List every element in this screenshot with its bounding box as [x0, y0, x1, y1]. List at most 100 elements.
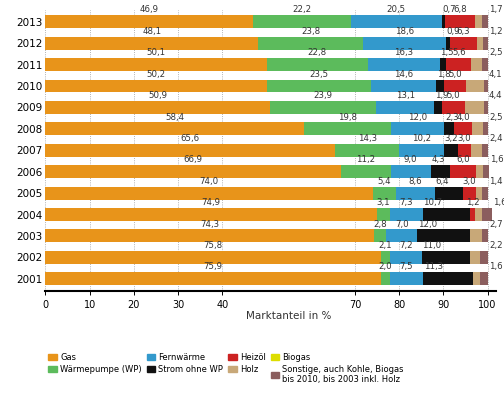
Bar — [450, 37, 477, 50]
Text: 2,5: 2,5 — [489, 48, 503, 57]
Bar — [45, 123, 303, 135]
Bar — [397, 187, 434, 199]
Text: 9,0: 9,0 — [404, 155, 417, 164]
Text: 50,9: 50,9 — [148, 91, 167, 100]
Text: 2,5: 2,5 — [489, 113, 502, 121]
Bar — [471, 144, 482, 157]
Legend: Gas, Wärmepumpe (WP), Fernwärme, Strom ohne WP, Heizöl, Holz, Biogas, Sonstige, : Gas, Wärmepumpe (WP), Fernwärme, Strom o… — [45, 350, 407, 387]
Bar — [303, 123, 391, 135]
Text: 1,6: 1,6 — [493, 198, 504, 207]
Bar — [390, 208, 422, 221]
Text: 7,0: 7,0 — [395, 220, 409, 228]
Bar — [45, 208, 376, 221]
Text: 20,5: 20,5 — [387, 6, 406, 14]
Text: 48,1: 48,1 — [142, 27, 161, 36]
Text: 2,8: 2,8 — [373, 220, 387, 228]
Bar — [436, 80, 444, 92]
Text: 13,1: 13,1 — [396, 91, 415, 100]
Text: 12,0: 12,0 — [418, 220, 437, 228]
Text: 6,8: 6,8 — [453, 6, 467, 14]
Text: 4,3: 4,3 — [431, 155, 445, 164]
Bar — [482, 58, 488, 71]
Text: 1,2: 1,2 — [466, 198, 479, 207]
Bar — [450, 165, 476, 178]
Text: 74,3: 74,3 — [200, 220, 219, 228]
Bar — [45, 101, 271, 114]
Bar — [45, 230, 374, 242]
Bar — [482, 15, 487, 28]
Text: 1,7: 1,7 — [489, 6, 502, 14]
Bar — [390, 251, 422, 264]
Text: 12,0: 12,0 — [408, 113, 427, 121]
Bar — [45, 251, 381, 264]
Text: 2,3: 2,3 — [445, 113, 459, 121]
Text: 2,7: 2,7 — [489, 220, 502, 228]
Bar — [422, 251, 470, 264]
Bar — [442, 15, 445, 28]
Text: 3,0: 3,0 — [463, 177, 476, 186]
Bar — [471, 58, 482, 71]
Text: 74,9: 74,9 — [202, 198, 220, 207]
Text: 2,4: 2,4 — [489, 134, 502, 143]
Bar — [482, 187, 487, 199]
Text: 6,0: 6,0 — [456, 155, 470, 164]
Bar — [484, 101, 487, 114]
Text: 3,1: 3,1 — [376, 198, 390, 207]
Text: 4,1: 4,1 — [489, 70, 502, 79]
Text: 1,8: 1,8 — [436, 70, 450, 79]
Text: 3,2: 3,2 — [445, 134, 458, 143]
Bar — [465, 101, 484, 114]
Bar — [45, 80, 267, 92]
Text: 1,4: 1,4 — [489, 177, 502, 186]
Bar — [45, 37, 258, 50]
Text: 65,6: 65,6 — [181, 134, 200, 143]
Text: 50,2: 50,2 — [147, 70, 166, 79]
Text: 50,1: 50,1 — [147, 48, 166, 57]
Bar — [341, 165, 391, 178]
Bar — [440, 58, 447, 71]
Bar — [253, 15, 351, 28]
Text: 18,6: 18,6 — [395, 27, 414, 36]
Bar — [417, 230, 470, 242]
Text: 16,3: 16,3 — [394, 48, 413, 57]
Text: 7,3: 7,3 — [400, 198, 413, 207]
Text: 5,0: 5,0 — [447, 91, 460, 100]
Bar — [258, 37, 363, 50]
Bar — [376, 208, 390, 221]
Text: 1,6: 1,6 — [489, 262, 502, 271]
Text: 11,2: 11,2 — [356, 155, 375, 164]
Text: 66,9: 66,9 — [184, 155, 203, 164]
Bar — [484, 80, 487, 92]
Bar — [434, 101, 443, 114]
Text: 1,9: 1,9 — [435, 91, 448, 100]
Bar — [336, 144, 399, 157]
Text: 2,0: 2,0 — [379, 262, 392, 271]
Bar — [476, 187, 482, 199]
Bar — [470, 208, 475, 221]
Text: 46,9: 46,9 — [140, 6, 159, 14]
Text: 0,7: 0,7 — [443, 6, 456, 14]
Bar — [470, 230, 482, 242]
Bar — [482, 144, 487, 157]
Text: Marktanteil in %: Marktanteil in % — [246, 311, 331, 321]
Text: 6,3: 6,3 — [457, 27, 470, 36]
Text: 10,2: 10,2 — [412, 134, 431, 143]
Bar — [466, 80, 484, 92]
Text: 1,6: 1,6 — [490, 155, 504, 164]
Text: 75,9: 75,9 — [204, 262, 223, 271]
Text: 10,7: 10,7 — [423, 198, 443, 207]
Text: 11,0: 11,0 — [422, 241, 442, 250]
Bar — [381, 251, 390, 264]
Bar — [463, 187, 476, 199]
Bar — [391, 123, 444, 135]
Bar — [45, 15, 253, 28]
Bar — [363, 37, 446, 50]
Bar — [45, 272, 381, 285]
Bar — [387, 230, 417, 242]
Bar — [446, 37, 450, 50]
Bar — [271, 101, 376, 114]
Text: 14,3: 14,3 — [357, 134, 376, 143]
Text: 0,9: 0,9 — [446, 27, 460, 36]
Text: 19,8: 19,8 — [338, 113, 357, 121]
Bar — [368, 58, 440, 71]
